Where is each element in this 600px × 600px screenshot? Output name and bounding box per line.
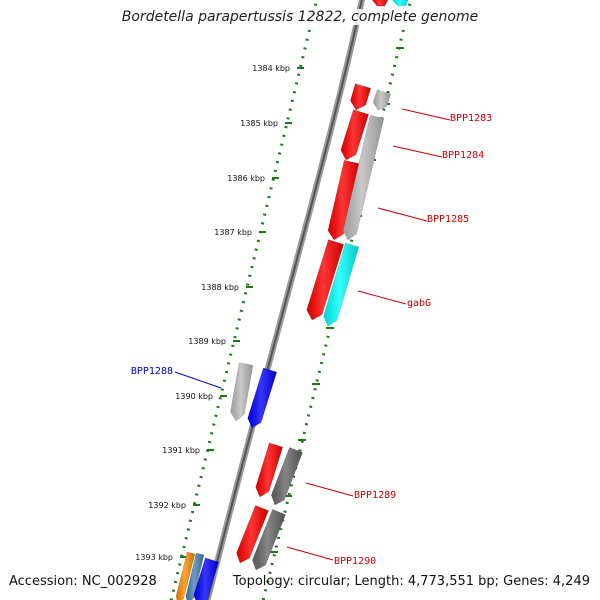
- gene-label: BPP1285: [427, 214, 469, 225]
- feature-blue-shade: [247, 367, 277, 428]
- feature-red-shade: [328, 160, 360, 240]
- feature-blue-shade: [193, 557, 219, 600]
- tick-label: 1390 kbp: [175, 392, 213, 401]
- tick-label: 1384 kbp: [252, 64, 290, 73]
- gene-label: gabG: [407, 298, 431, 309]
- gene-label-leader: [401, 108, 451, 121]
- tick-label: 1389 kbp: [188, 337, 226, 346]
- gene-label-leader: [357, 290, 407, 305]
- tick-label: 1385 kbp: [240, 119, 278, 128]
- tick-track-inner: [169, 0, 319, 600]
- feature-cyan-shade: [392, 0, 408, 6]
- gene-label: BPP1289: [354, 490, 396, 501]
- gene-label-leader: [174, 371, 222, 389]
- gene-label-leader: [392, 145, 443, 158]
- accession-text: Accession: NC_002928: [9, 574, 157, 589]
- gene-label: BPP1288: [131, 366, 173, 377]
- tick-label: 1393 kbp: [135, 553, 173, 562]
- gene-label-leader: [305, 482, 354, 497]
- tick-label: 1386 kbp: [227, 174, 265, 183]
- feature-dark-shade: [252, 509, 286, 570]
- feature-red-shade: [306, 239, 344, 320]
- feature-cyan-shade: [323, 243, 359, 326]
- map-title: Bordetella parapertussis 12822, complete…: [0, 9, 600, 25]
- gene-label-leader: [377, 207, 428, 222]
- feature-red-shade: [372, 0, 388, 7]
- feature-red-shade: [340, 109, 369, 160]
- gene-label: BPP1290: [334, 556, 376, 567]
- feature-gray-shade: [343, 115, 384, 240]
- feature-red-shade: [255, 442, 283, 497]
- gene-label-leader: [286, 546, 334, 561]
- feature-orange-shade: [176, 552, 195, 600]
- tick-track-outer: [261, 0, 413, 600]
- tick-label: 1391 kbp: [162, 446, 200, 455]
- gene-label: BPP1284: [442, 150, 484, 161]
- feature-gray-shade: [373, 89, 391, 110]
- tick-label: 1392 kbp: [148, 501, 186, 510]
- tick-label: 1387 kbp: [214, 228, 252, 237]
- feature-dark-shade: [271, 447, 303, 505]
- gene-label: BPP1283: [450, 113, 492, 124]
- feature-gray-shade: [230, 362, 253, 421]
- backbone-line: [206, 0, 363, 600]
- feature-red-shade: [350, 83, 371, 110]
- feature-steel-shade: [185, 553, 204, 600]
- tick-label: 1388 kbp: [201, 283, 239, 292]
- topology-text: Topology: circular; Length: 4,773,551 bp…: [232, 574, 590, 589]
- feature-red-shade: [236, 505, 269, 563]
